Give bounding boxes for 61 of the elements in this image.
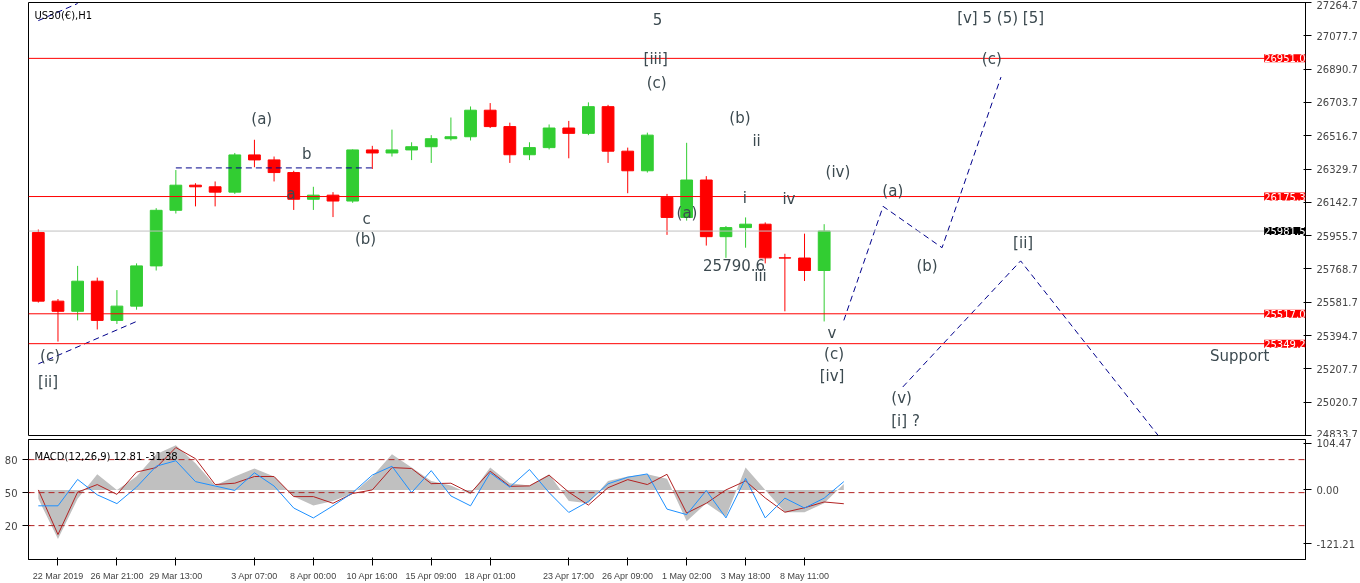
- y2-tick-label: 50: [4, 487, 18, 499]
- annotation: (c): [824, 344, 844, 363]
- annotation: (c): [646, 73, 667, 92]
- y-tick-label: -121.21: [1316, 538, 1356, 550]
- annotation: [iv]: [819, 366, 845, 385]
- annotation: [ii]: [38, 372, 59, 391]
- y-tick-label: 25394.7: [1316, 330, 1358, 342]
- annotation: i: [742, 188, 747, 207]
- ref-line-label: 25349.2: [1264, 338, 1306, 350]
- y-tick-label: 26142.7: [1316, 197, 1358, 209]
- y-tick-label: 26516.7: [1316, 130, 1358, 142]
- annotation: [v] 5 (5) [5]: [957, 8, 1045, 27]
- y-tick-label: 25020.7: [1316, 397, 1358, 409]
- y-tick-label: 27264.7: [1316, 0, 1358, 11]
- x-tick-label: 29 Mar 13:00: [149, 570, 203, 581]
- annotation: a: [286, 184, 296, 203]
- annotation: c: [362, 209, 371, 228]
- annotation: (v): [891, 388, 912, 407]
- annotation: (a): [882, 181, 904, 200]
- y-tick-label: 26703.7: [1316, 97, 1358, 109]
- ref-line-label: 25517.0: [1264, 308, 1306, 320]
- annotation: (a): [251, 109, 273, 128]
- y-tick-label: 25207.7: [1316, 363, 1358, 375]
- x-tick-label: 22 Mar 2019: [32, 570, 84, 581]
- y2-tick-label: 20: [4, 520, 18, 532]
- annotation: v: [827, 323, 837, 342]
- y-tick-label: 25768.7: [1316, 263, 1358, 275]
- annotation: (b): [729, 108, 751, 127]
- annotation: (b): [354, 229, 377, 248]
- y-tick-label: 26890.7: [1316, 64, 1358, 76]
- x-tick-label: 8 May 11:00: [780, 570, 829, 581]
- y-tick-label: 25955.7: [1316, 230, 1358, 242]
- annotation: [i] ?: [891, 411, 920, 430]
- ref-line-label: 26951.0: [1264, 53, 1306, 65]
- ref-line-label: 25981.5: [1264, 226, 1306, 238]
- x-tick-label: 15 Apr 09:00: [405, 570, 457, 581]
- y-tick-label: 27077.7: [1316, 30, 1358, 42]
- x-tick-label: 3 Apr 07:00: [231, 570, 278, 581]
- text: US30(€),H1: [34, 9, 93, 21]
- y-tick-label: 104.47: [1316, 438, 1352, 450]
- x-tick-label: 26 Apr 09:00: [601, 570, 653, 581]
- x-tick-label: 8 Apr 00:00: [290, 570, 337, 581]
- annotation: b: [302, 144, 312, 163]
- annotation: 5: [652, 10, 663, 29]
- y-tick-label: 25581.7: [1316, 297, 1358, 309]
- annotation: [ii]: [1013, 233, 1034, 252]
- x-tick-label: 23 Apr 17:00: [543, 570, 595, 581]
- y-tick-label: 26329.7: [1316, 164, 1358, 176]
- x-tick-label: 1 May 02:00: [661, 570, 712, 581]
- y2-tick-label: 80: [4, 454, 18, 466]
- ref-line-label: 26175.3: [1264, 191, 1306, 203]
- x-tick-label: 18 Apr 01:00: [464, 570, 516, 581]
- x-tick-label: 26 Mar 21:00: [90, 570, 144, 581]
- x-tick-label: 3 May 18:00: [720, 570, 771, 581]
- annotation: (c): [40, 346, 61, 365]
- annotation: ii: [752, 131, 761, 150]
- y-tick-label: 0.00: [1316, 484, 1339, 496]
- y-tick-label: 24833.7: [1316, 428, 1358, 440]
- annotation: (b): [916, 256, 938, 275]
- annotation: (iv): [825, 162, 851, 181]
- x-tick-label: 10 Apr 16:00: [346, 570, 398, 581]
